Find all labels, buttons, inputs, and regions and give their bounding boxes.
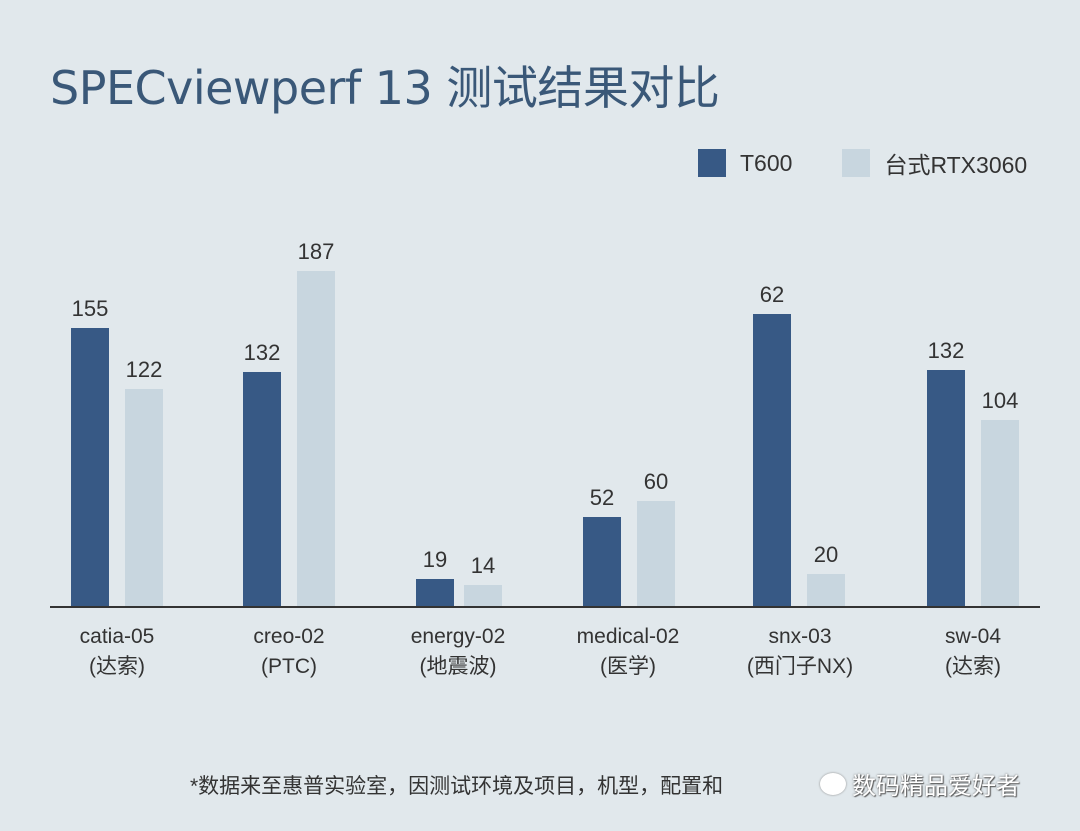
data-label-rtx3060: 104	[981, 388, 1019, 413]
category-vendor: (PTC)	[261, 655, 317, 678]
category-name: snx-03	[768, 625, 832, 648]
bar-rtx3060	[464, 585, 502, 607]
category-vendor: (达索)	[945, 655, 1001, 678]
bar-rtx3060	[125, 389, 163, 607]
x-axis-line	[50, 606, 1040, 608]
category-name: creo-02	[253, 625, 325, 648]
category-name: sw-04	[944, 625, 1002, 648]
watermark: 数码精品爱好者	[820, 766, 1020, 801]
data-label-rtx3060: 60	[643, 469, 669, 494]
data-label-rtx3060: 20	[813, 542, 839, 567]
category-vendor: (医学)	[600, 655, 656, 678]
watermark-text: 数码精品爱好者	[852, 773, 1020, 800]
legend-swatch-t600	[698, 149, 726, 177]
data-label-t600: 52	[589, 485, 615, 510]
bar-t600	[416, 579, 454, 607]
category-label: snx-03 (西门子NX)	[710, 622, 890, 682]
data-label-t600: 62	[759, 282, 785, 307]
category-label: medical-02 (医学)	[538, 622, 718, 682]
legend-item-rtx3060: 台式RTX3060	[842, 146, 1027, 180]
data-label-rtx3060: 187	[297, 239, 335, 264]
data-label-t600: 132	[243, 340, 281, 365]
category-vendor: (地震波)	[419, 655, 497, 678]
bar-t600	[753, 314, 791, 607]
bar-rtx3060	[981, 420, 1019, 607]
category-vendor: (西门子NX)	[746, 655, 854, 678]
data-label-t600: 19	[422, 547, 448, 572]
legend-swatch-rtx3060	[842, 149, 871, 177]
bar-t600	[243, 372, 281, 607]
legend: T600 台式RTX3060	[698, 146, 1077, 180]
category-label: creo-02 (PTC)	[199, 622, 379, 682]
legend-item-t600: T600	[698, 149, 792, 177]
category-label: energy-02 (地震波)	[368, 622, 548, 682]
legend-label-t600: T600	[740, 149, 793, 176]
bar-rtx3060	[807, 574, 845, 607]
category-name: energy-02	[410, 625, 506, 648]
wechat-icon	[820, 772, 846, 795]
chart-title: SPECviewperf 13 测试结果对比	[50, 61, 720, 115]
bar-rtx3060	[297, 271, 335, 607]
data-label-rtx3060: 14	[470, 553, 496, 578]
legend-label-rtx3060: 台式RTX3060	[884, 152, 1028, 178]
category-name: catia-05	[79, 625, 155, 648]
bar-t600	[927, 370, 965, 607]
category-label: catia-05 (达索)	[27, 622, 207, 682]
category-vendor: (达索)	[89, 655, 145, 678]
bar-t600	[71, 328, 109, 607]
data-label-t600: 155	[71, 296, 109, 321]
data-label-t600: 132	[927, 338, 965, 363]
footnote: *数据来至惠普实验室，因测试环境及项目，机型，配置和	[190, 775, 724, 798]
bar-rtx3060	[637, 501, 675, 607]
bar-t600	[583, 517, 621, 607]
category-label: sw-04 (达索)	[883, 622, 1063, 682]
data-label-rtx3060: 122	[125, 357, 163, 382]
category-name: medical-02	[576, 625, 680, 648]
